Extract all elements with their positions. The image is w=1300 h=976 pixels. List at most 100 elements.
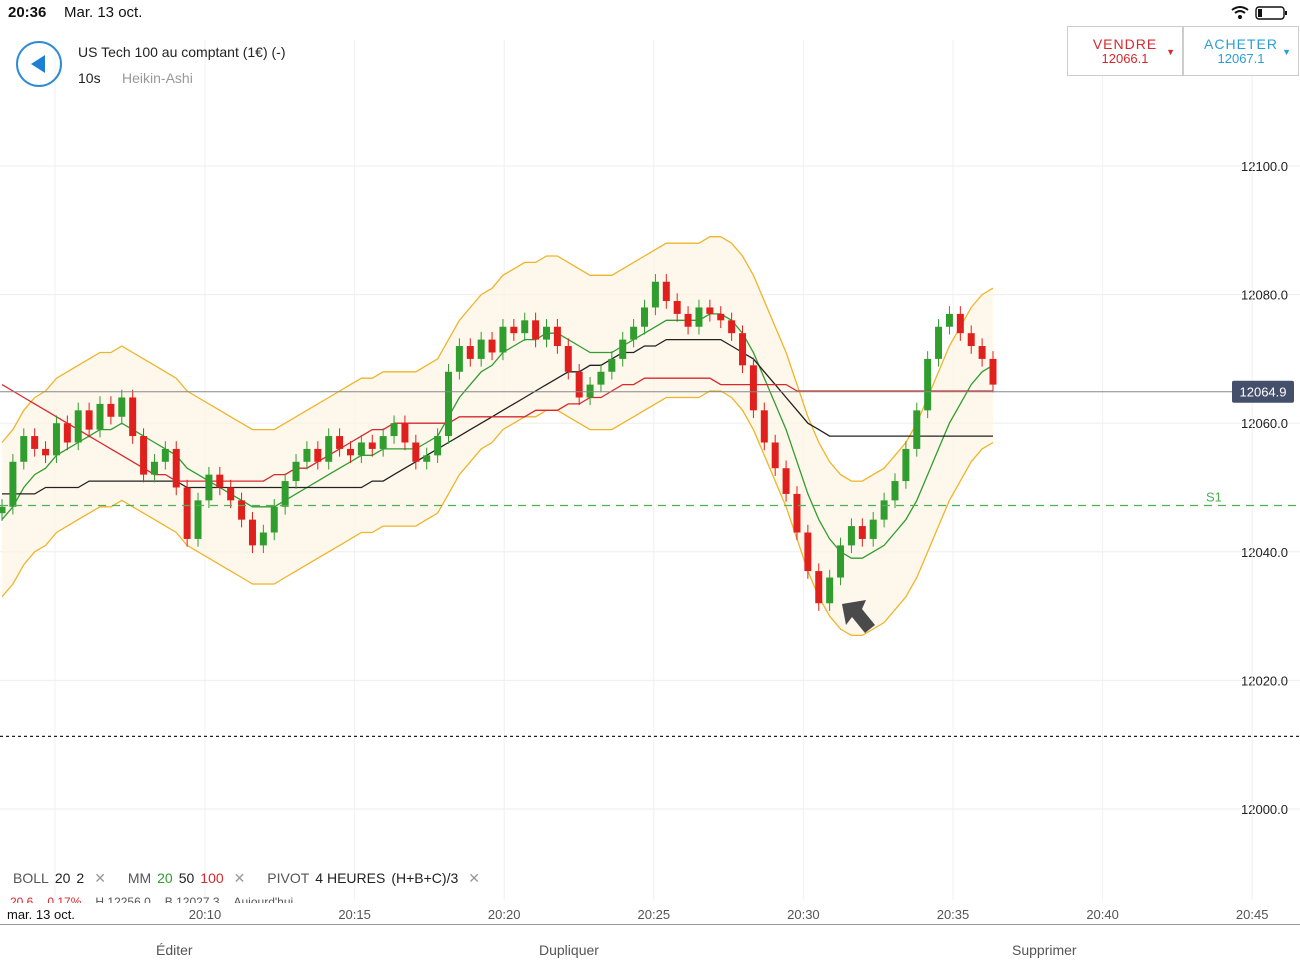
mm-period-3: 100 — [200, 870, 224, 886]
status-time: 20:36 — [8, 4, 47, 21]
candle — [412, 442, 420, 462]
candle — [684, 313, 692, 327]
candle — [357, 442, 365, 456]
candle — [183, 487, 191, 539]
candle — [880, 500, 888, 520]
candle — [837, 545, 845, 578]
candle — [771, 442, 779, 469]
instrument-name[interactable]: US Tech 100 au comptant (1€) (-) — [78, 44, 286, 60]
candle — [488, 339, 496, 353]
candle — [238, 500, 246, 520]
x-tick-label: 20:30 — [787, 907, 820, 922]
candle — [140, 436, 148, 475]
mm-remove-icon[interactable]: ✕ — [233, 870, 246, 886]
pivot-remove-icon[interactable]: ✕ — [468, 870, 480, 886]
duplicate-button[interactable]: Dupliquer — [539, 942, 599, 958]
candle — [194, 500, 202, 539]
high-value: H 12256.0 — [95, 895, 151, 903]
candle — [945, 313, 953, 327]
candle — [967, 333, 975, 347]
candle — [630, 326, 638, 340]
current-price-label: 12064.9 — [1240, 385, 1287, 400]
candle — [434, 436, 442, 456]
candle — [9, 461, 17, 507]
sell-price: 12066.1 — [1101, 51, 1149, 66]
chart-type-selector[interactable]: Heikin-Ashi — [122, 70, 193, 86]
boll-period: 20 — [54, 870, 71, 886]
buy-price: 12067.1 — [1217, 51, 1265, 66]
y-tick-label: 12020.0 — [1241, 673, 1288, 688]
candle — [510, 326, 518, 334]
bollinger-lower — [1, 390, 994, 637]
candle — [499, 326, 507, 353]
x-tick-label: 20:35 — [937, 907, 970, 922]
candle — [455, 346, 463, 372]
candle — [619, 339, 627, 359]
candle — [793, 493, 801, 533]
candle — [826, 577, 834, 604]
y-tick-label: 12040.0 — [1241, 545, 1288, 560]
candle — [466, 346, 474, 359]
candle — [641, 307, 649, 327]
pivot-s1-label: S1 — [1206, 490, 1222, 505]
indicator-values-row: 20.6 0.17% H 12256.0 B 12027.3 Aujourd'hui — [10, 895, 330, 903]
candle — [325, 436, 333, 462]
delete-button[interactable]: Supprimer — [1012, 942, 1077, 958]
candle — [20, 436, 28, 462]
candle — [673, 301, 681, 314]
sell-button[interactable]: VENDRE 12066.1 ▼ — [1067, 26, 1183, 76]
buy-button[interactable]: ACHETER 12067.1 ▼ — [1183, 26, 1299, 76]
candle — [543, 326, 551, 340]
candle — [0, 506, 6, 514]
back-arrow-icon — [31, 55, 45, 73]
candle — [749, 365, 757, 411]
candle — [695, 307, 703, 327]
candle — [586, 384, 594, 398]
candle — [172, 448, 180, 488]
candle — [270, 506, 278, 533]
candle — [292, 461, 300, 482]
sell-label: VENDRE — [1092, 36, 1158, 52]
candle — [608, 358, 616, 372]
low-value: B 12027.3 — [164, 895, 220, 903]
candle — [85, 410, 93, 430]
candle — [989, 358, 997, 385]
pivot-formula: (H+B+C)/3 — [391, 870, 459, 886]
candle — [902, 448, 910, 482]
candle — [336, 436, 344, 449]
today-label: Aujourd'hui — [233, 895, 294, 903]
arrow-annotation-icon — [842, 600, 875, 633]
candle — [281, 481, 289, 507]
candle — [978, 346, 986, 359]
status-bar: 20:36 Mar. 13 oct. — [0, 0, 1300, 26]
candle — [564, 346, 572, 372]
mm-label[interactable]: MM — [127, 870, 152, 886]
mm50-line — [2, 338, 993, 495]
candle — [706, 307, 714, 314]
candle — [205, 474, 213, 501]
y-tick-label: 12000.0 — [1241, 802, 1288, 817]
interval-selector[interactable]: 10s — [78, 70, 101, 86]
candle — [869, 519, 877, 539]
candle — [390, 423, 398, 437]
pivot-label[interactable]: PIVOT — [267, 870, 310, 886]
y-tick-label: 12060.0 — [1241, 416, 1288, 431]
edit-button[interactable]: Éditer — [156, 942, 193, 958]
candle — [74, 410, 82, 443]
candle — [346, 448, 354, 456]
y-tick-label: 12100.0 — [1241, 159, 1288, 174]
candle — [368, 442, 376, 449]
back-button[interactable] — [16, 41, 62, 87]
boll-remove-icon[interactable]: ✕ — [94, 870, 106, 886]
candle — [553, 326, 561, 347]
candle — [521, 320, 529, 334]
candle — [739, 333, 747, 366]
boll-label[interactable]: BOLL — [13, 870, 49, 886]
candle — [597, 371, 605, 385]
candle — [96, 403, 104, 430]
candle — [248, 519, 256, 546]
x-tick-label: 20:20 — [488, 907, 521, 922]
candle — [924, 358, 932, 411]
x-tick-label: 20:40 — [1086, 907, 1119, 922]
price-chart[interactable]: 12100.0 12080.0 12060.0 12040.0 12020.0 12000… — [0, 0, 1300, 925]
